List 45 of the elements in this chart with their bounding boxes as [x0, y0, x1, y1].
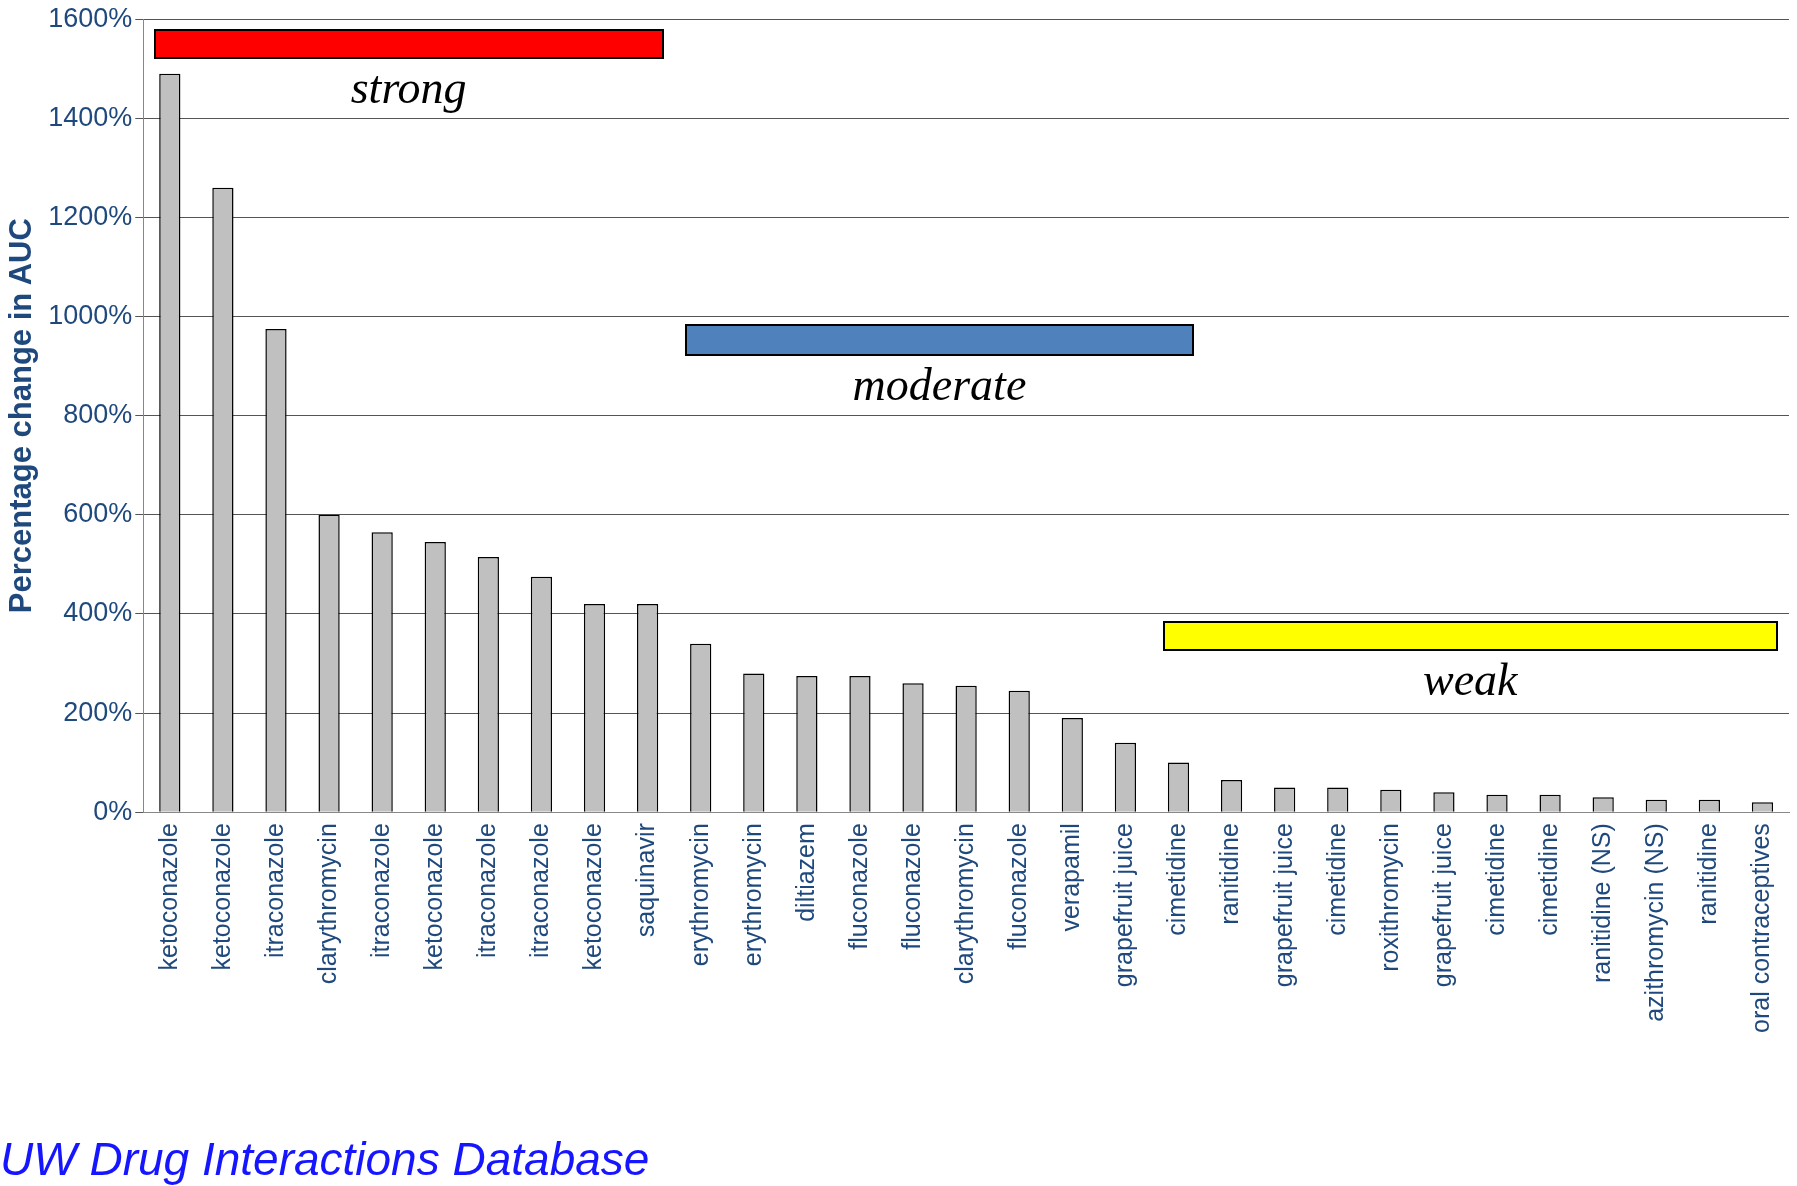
x-tick-label: roxithromycin: [1374, 823, 1403, 972]
x-tick-label: cimetidine: [1162, 823, 1191, 936]
x-tick-label: erythromycin: [737, 823, 766, 967]
x-tick-label: ranitidine: [1215, 823, 1244, 925]
x-tick-label: ketoconazole: [153, 823, 182, 971]
x-tick-label: ketoconazole: [206, 823, 235, 971]
y-tick-label: 200%: [63, 696, 133, 727]
x-tick-label: ketoconazole: [578, 823, 607, 971]
x-tick-label: oral contraceptives: [1746, 823, 1775, 1033]
y-tick-label: 400%: [63, 597, 133, 628]
x-tick-label: cimetidine: [1321, 823, 1350, 936]
x-tick-label: itraconazole: [366, 823, 395, 958]
x-tick-label: cimetidine: [1533, 823, 1562, 936]
x-tick-label: itraconazole: [259, 823, 288, 958]
x-tick-label: grapefruit juice: [1109, 823, 1138, 988]
y-tick-label: 1400%: [48, 101, 133, 132]
x-tick-label: clarythromycin: [312, 823, 341, 985]
text: UW Drug Interactions Database: [0, 1132, 650, 1186]
x-tick-label: erythromycin: [684, 823, 713, 967]
x-tick-label: itraconazole: [472, 823, 501, 958]
x-tick-label: fluconazole: [896, 823, 925, 950]
x-tick-label: fluconazole: [843, 823, 872, 950]
x-tick-label: saquinavir: [631, 823, 660, 938]
x-tick-label: clarythromycin: [950, 823, 979, 985]
x-tick-label: verapamil: [1056, 823, 1085, 932]
y-tick-label: 600%: [63, 498, 133, 529]
x-tick-label: cimetidine: [1480, 823, 1509, 936]
x-tick-label: azithromycin (NS): [1640, 823, 1669, 1022]
x-tick-label: fluconazole: [1003, 823, 1032, 950]
x-tick-label: grapefruit juice: [1268, 823, 1297, 988]
y-axis-title: Percentage change in AUC: [3, 218, 39, 614]
x-tick-label: ketoconazole: [419, 823, 448, 971]
y-tick-label: 0%: [93, 795, 133, 826]
y-tick-label: 1600%: [48, 2, 133, 33]
y-tick-label: 1200%: [48, 200, 133, 231]
annotation: weak: [1422, 653, 1518, 707]
x-tick-label: ranitidine (NS): [1587, 823, 1616, 983]
x-tick-label: itraconazole: [525, 823, 554, 958]
x-tick-label: ranitidine: [1693, 823, 1722, 925]
x-tick-label: diltiazem: [790, 823, 819, 922]
annotation: strong: [350, 60, 467, 114]
y-tick-label: 1000%: [48, 300, 133, 331]
y-tick-label: 800%: [63, 399, 133, 430]
x-tick-label: grapefruit juice: [1427, 823, 1456, 988]
annotation: moderate: [852, 358, 1027, 412]
